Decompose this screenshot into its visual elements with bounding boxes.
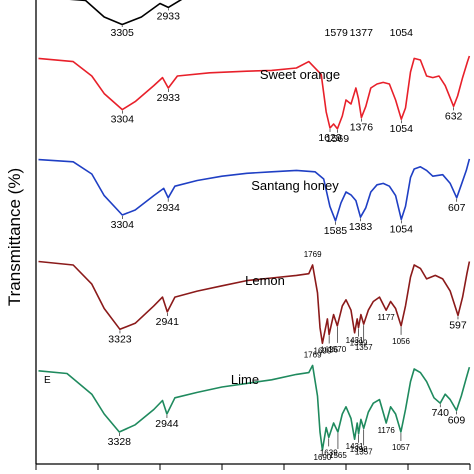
peak-label-607: 607 [448, 202, 466, 214]
peak-label-1569: 1569 [326, 133, 350, 145]
peak-label-1431: 1431 [346, 336, 364, 345]
series-layer: 3305 2933 1579 1377 1054 3304 2933 162915691376… [38, 0, 471, 462]
peak-label-3304: 3304 [111, 114, 135, 126]
panel-letter: E [44, 375, 51, 386]
peak-label-2941: 2941 [156, 316, 180, 328]
peak-label-3304: 3304 [111, 219, 135, 231]
peak-label-3328: 3328 [108, 436, 132, 448]
peak-label-2944: 2944 [155, 418, 179, 430]
peak-label-2933: 2933 [157, 92, 181, 104]
y-axis-label: Transmittance (%) [5, 168, 24, 306]
peak-label-1565: 1565 [329, 451, 347, 460]
series-top-sample: 3305 2933 1579 1377 1054 [69, 0, 414, 39]
spectrum-line [38, 158, 471, 222]
series-name-santang-honey: Santang honey [251, 178, 339, 193]
peak-label-1398: 1398 [350, 445, 368, 454]
spectrum-line [38, 55, 471, 130]
peak-label-1690: 1690 [314, 453, 332, 462]
peak-label-1579: 1579 [325, 27, 349, 39]
series-name-lemon: Lemon [245, 273, 285, 288]
peak-label-1629: 1629 [318, 132, 342, 144]
peak-label-1176: 1176 [378, 426, 396, 435]
peak-label-1357: 1357 [355, 343, 373, 352]
peak-label-1357: 1357 [355, 447, 373, 456]
peak-label-3305: 3305 [111, 27, 135, 39]
spectrum-line [69, 0, 183, 26]
peak-label-1376: 1376 [350, 122, 374, 134]
peak-label-1054: 1054 [390, 223, 414, 235]
peak-label-1639: 1639 [320, 448, 338, 457]
series-santang-honey: 3304 2934 1585 1383 1054 607 Santang honey [38, 158, 471, 237]
peak-label-609: 609 [448, 414, 466, 426]
peak-label-1056: 1056 [392, 337, 410, 346]
peak-label-1769: 1769 [304, 250, 322, 259]
series-name-lime: Lime [231, 372, 259, 387]
peak-label-1377: 1377 [350, 27, 374, 39]
peak-label-1769: 1769 [304, 350, 322, 359]
peak-label-740: 740 [431, 407, 449, 419]
peak-label-1054: 1054 [390, 123, 414, 135]
axes [35, 0, 471, 470]
peak-label-1399: 1399 [350, 339, 368, 348]
peak-label-1383: 1383 [349, 221, 373, 233]
peak-label-1057: 1057 [392, 443, 410, 452]
peak-label-3323: 3323 [108, 333, 132, 345]
peak-label-1177: 1177 [377, 313, 395, 322]
peak-label-2933: 2933 [157, 10, 181, 22]
peak-label-632: 632 [445, 110, 463, 122]
peak-label-2934: 2934 [157, 202, 181, 214]
peak-label-1054: 1054 [390, 27, 414, 39]
peak-label-1636: 1636 [320, 346, 338, 355]
peak-label-1570: 1570 [328, 345, 346, 354]
series-name-sweet-orange: Sweet orange [260, 67, 340, 82]
spectrum-line [38, 364, 471, 451]
peak-label-1690: 1690 [314, 346, 332, 355]
peak-label-597: 597 [449, 319, 467, 331]
peak-label-1431: 1431 [346, 442, 364, 451]
peak-label-1585: 1585 [324, 225, 348, 237]
spectrum-line [38, 260, 471, 345]
